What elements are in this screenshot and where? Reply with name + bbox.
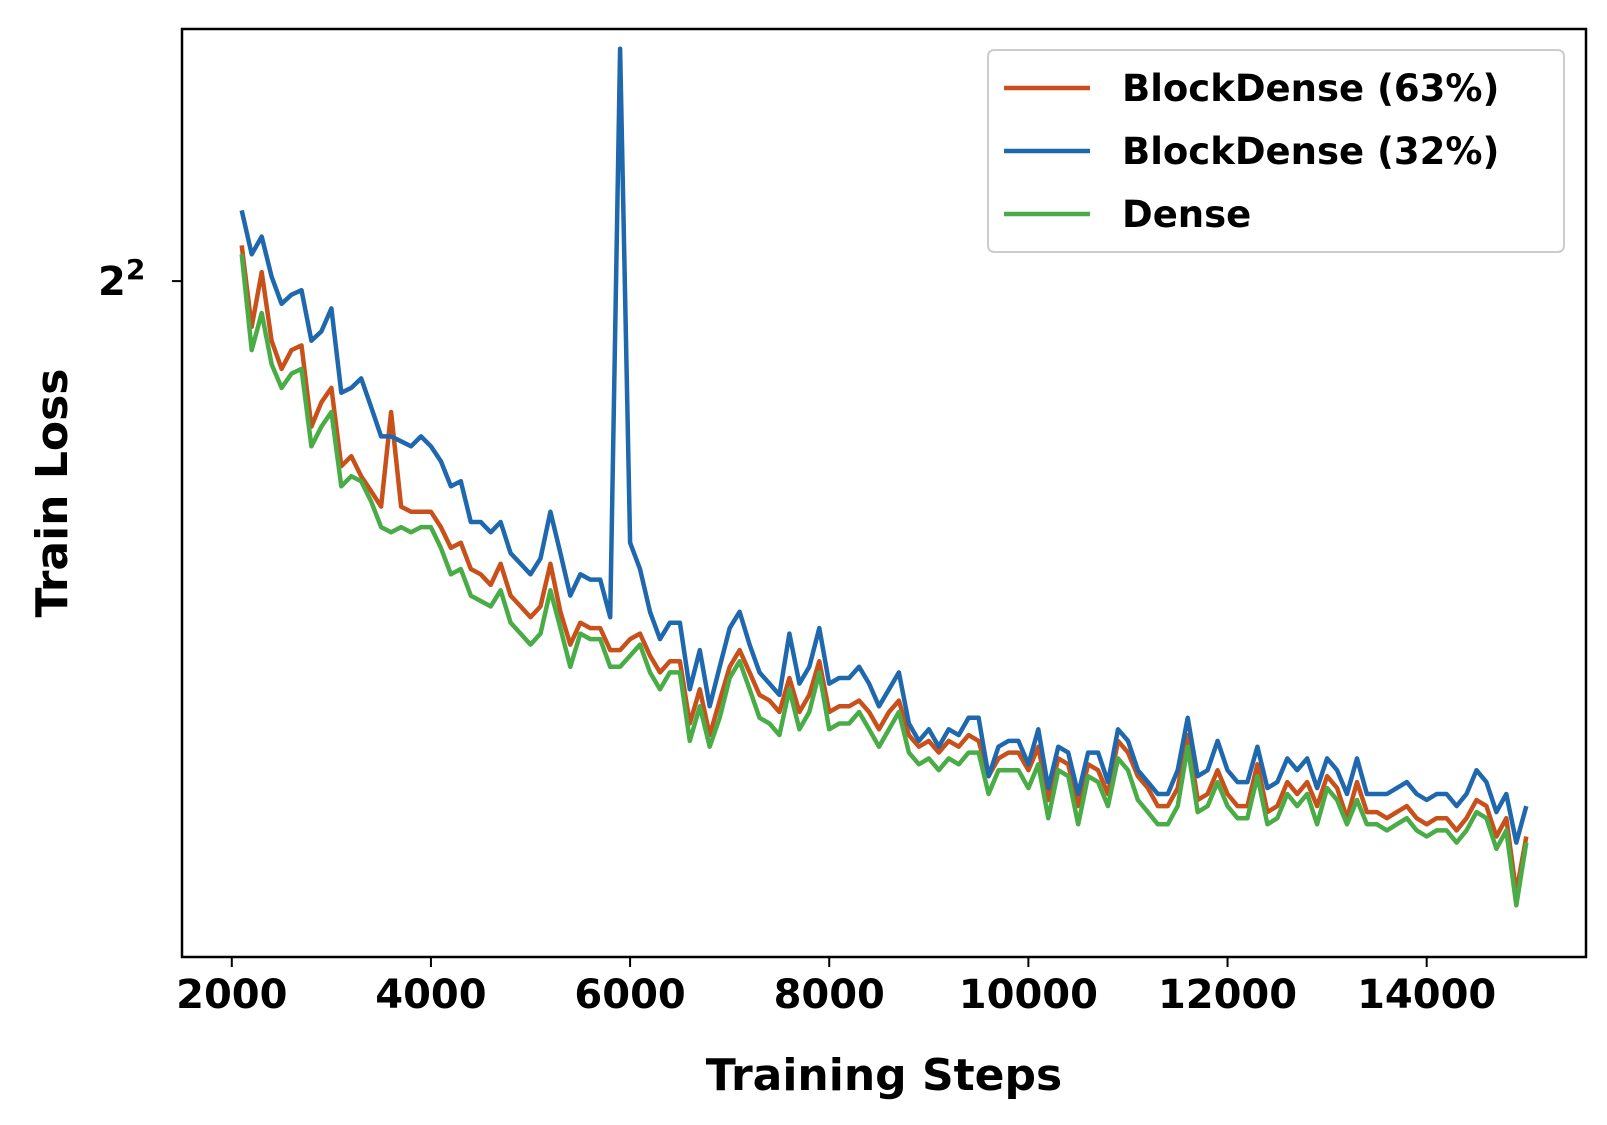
series-layer [239, 46, 1529, 908]
legend-box [987, 49, 1565, 253]
x-tick-label: 4000 [375, 972, 486, 1018]
legend: BlockDense (63%) BlockDense (32%) Dense [987, 49, 1565, 253]
x-tick-label: 14000 [1357, 972, 1496, 1018]
y-tick-label: 22 [98, 253, 145, 305]
plot-frame [180, 27, 1588, 959]
y-axis: 22 [98, 253, 182, 305]
x-tick-label: 2000 [176, 972, 287, 1018]
y-axis-label: Train Loss [27, 369, 78, 618]
x-axis: 2000 4000 6000 8000 10000 12000 14000 [176, 957, 1496, 1018]
x-tick-label: 8000 [774, 972, 885, 1018]
series-line-dense [239, 254, 1529, 908]
legend-label-blockdense-32: BlockDense (32%) [1122, 130, 1499, 173]
legend-label-dense: Dense [1122, 193, 1251, 236]
x-axis-label: Training Steps [706, 1050, 1062, 1101]
x-tick-label: 10000 [959, 972, 1098, 1018]
series-line-blockdense-32 [239, 46, 1529, 845]
series-line-blockdense-63 [239, 245, 1529, 895]
x-tick-label: 12000 [1158, 972, 1297, 1018]
x-tick-label: 6000 [574, 972, 685, 1018]
legend-label-blockdense-63: BlockDense (63%) [1122, 67, 1499, 110]
